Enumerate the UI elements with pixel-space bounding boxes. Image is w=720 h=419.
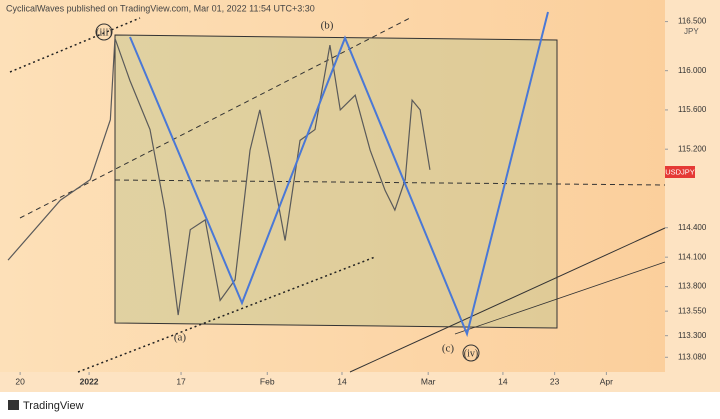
price-axis-bg: [665, 0, 720, 372]
wave-label: (iii): [96, 27, 113, 39]
logo: [8, 400, 19, 410]
channel-line: [77, 256, 376, 373]
y-tick-label: 113.080: [678, 352, 707, 361]
price-tag-bg: [665, 166, 695, 178]
y-tick-label: 114.400: [678, 223, 707, 232]
x-tick-label: 2022: [80, 376, 99, 386]
range-box: [114, 34, 558, 329]
wave-circle: [95, 23, 113, 41]
price-line: [7, 38, 431, 316]
wave-circle: [462, 344, 480, 362]
series-layer: [7, 38, 431, 316]
y-tick-label: 113.550: [678, 306, 707, 315]
y-tick-label: 116.000: [678, 66, 707, 75]
mid-line: [114, 179, 666, 186]
footer: TradingView: [23, 400, 84, 412]
channel-line: [9, 17, 141, 73]
y-tick-label: 113.800: [678, 282, 707, 291]
x-tick-label: 14: [498, 376, 508, 386]
x-tick-label: 20: [15, 376, 25, 386]
x-tick-label: 23: [550, 376, 560, 386]
y-tick-label: 113.300: [678, 331, 707, 340]
wave-label: (a): [174, 332, 187, 344]
channel-line: [19, 17, 411, 219]
wave-label: (b): [321, 20, 334, 32]
x-tick-label: Feb: [260, 376, 275, 386]
y-tick-label: 115.600: [678, 105, 707, 114]
x-tick-label: 17: [176, 376, 186, 386]
y-tick-label: 116.500: [678, 17, 707, 26]
price-tag: USDJPY: [665, 167, 695, 176]
time-axis-bg: [0, 372, 720, 392]
y-tick-label: 114.100: [678, 252, 707, 261]
y-tick-label: 115.200: [678, 144, 707, 153]
x-tick-label: 14: [337, 376, 347, 386]
x-tick-label: Mar: [421, 376, 436, 386]
wave-label: (c): [442, 343, 455, 355]
header: CyclicalWaves published on TradingView.c…: [6, 3, 315, 13]
trend-line: [349, 227, 666, 373]
wave-label: (iv): [464, 348, 478, 359]
trend-line: [454, 261, 666, 335]
wave-path: [129, 11, 549, 338]
axis-unit: JPY: [684, 27, 699, 36]
x-tick-label: Apr: [600, 376, 613, 386]
